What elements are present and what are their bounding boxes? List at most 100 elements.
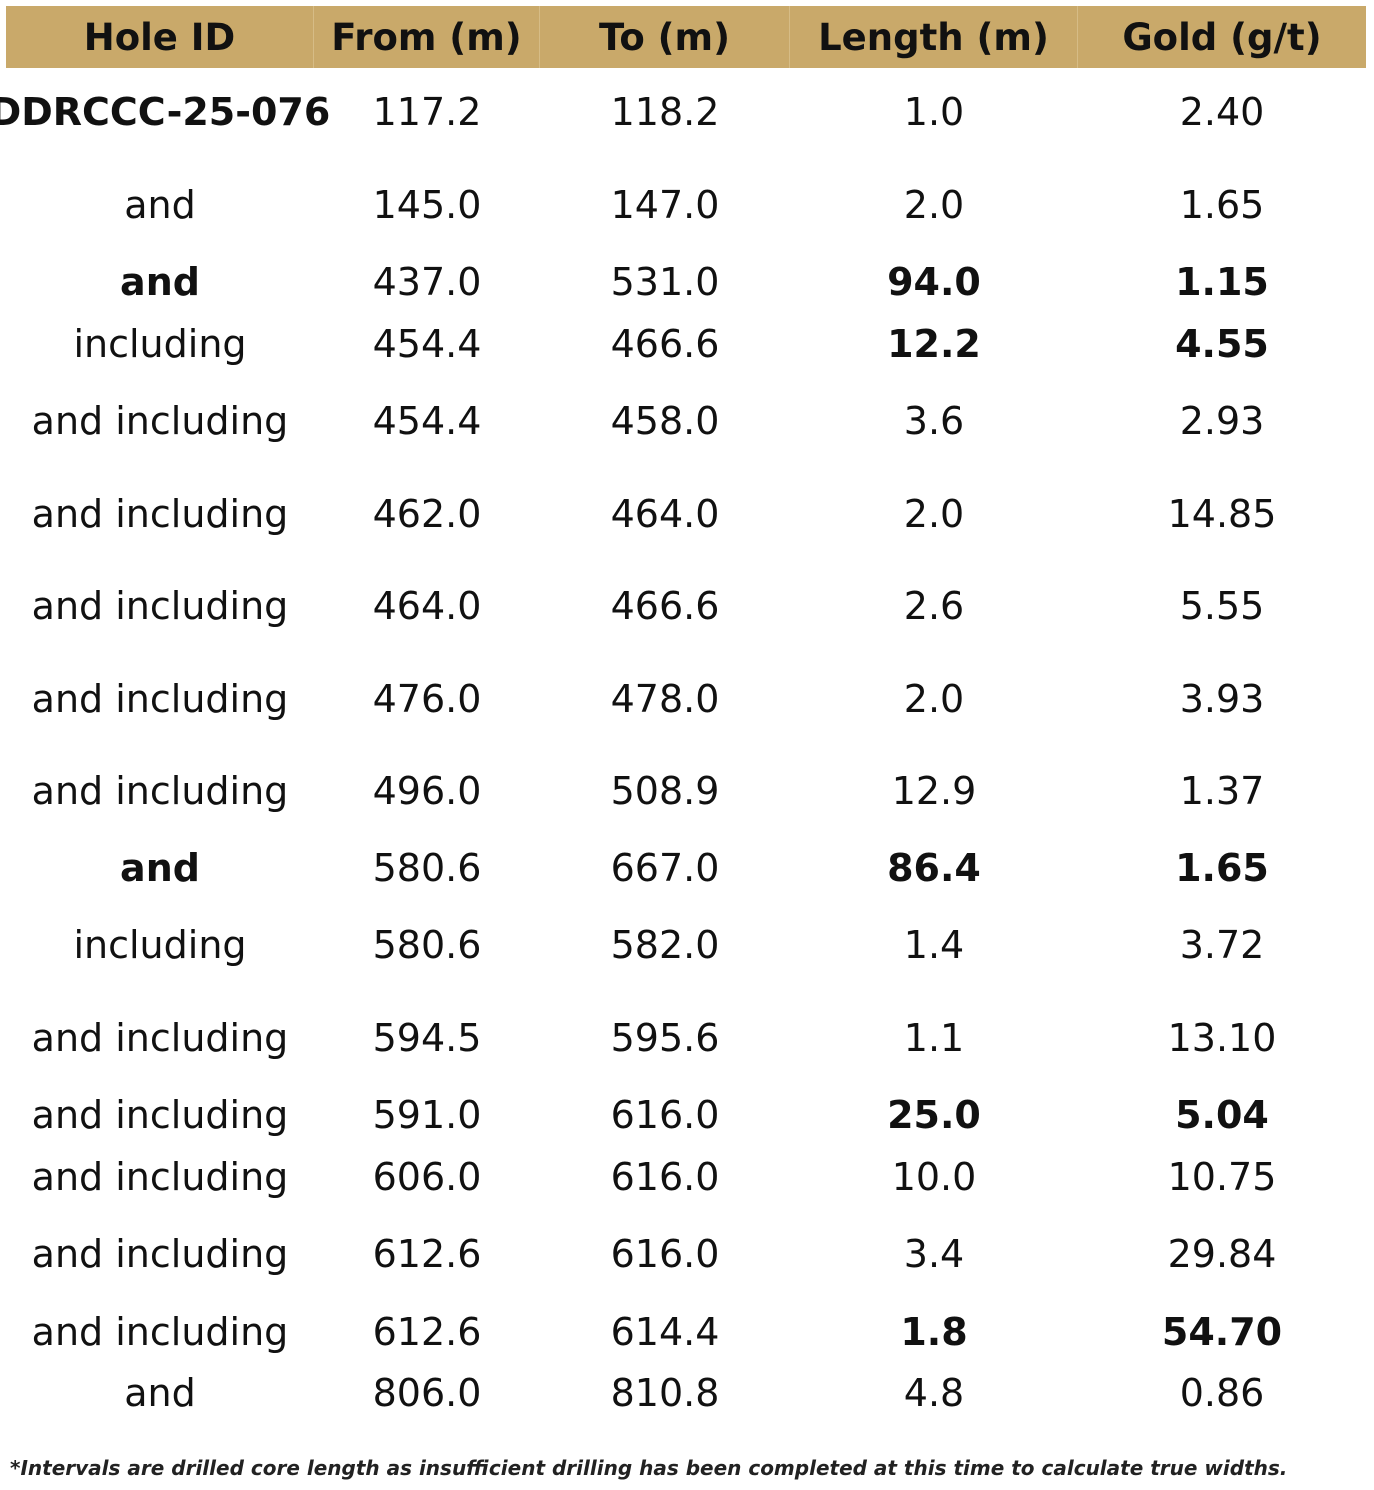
table-row: and 580.6 667.0 86.4 1.65 bbox=[6, 838, 1366, 898]
table-row: and 437.0 531.0 94.0 1.15 bbox=[6, 252, 1366, 312]
cell-from: 806.0 bbox=[372, 1371, 482, 1415]
table-row: and including 454.4 458.0 3.6 2.93 bbox=[6, 391, 1366, 451]
cell-hole-id: and including bbox=[31, 769, 289, 813]
cell-from: 594.5 bbox=[372, 1016, 482, 1060]
cell-to: 508.9 bbox=[610, 769, 720, 813]
cell-from: 606.0 bbox=[372, 1155, 482, 1199]
cell-from: 612.6 bbox=[372, 1310, 482, 1354]
cell-gold: 5.55 bbox=[1179, 584, 1265, 628]
table-row: and including 612.6 614.4 1.8 54.70 bbox=[6, 1302, 1366, 1362]
cell-from: 496.0 bbox=[372, 769, 482, 813]
cell-to: 616.0 bbox=[610, 1232, 720, 1276]
cell-to: 667.0 bbox=[610, 846, 720, 890]
cell-hole-id: including bbox=[73, 923, 247, 967]
table-row: and including 462.0 464.0 2.0 14.85 bbox=[6, 484, 1366, 544]
cell-from: 591.0 bbox=[372, 1093, 482, 1137]
cell-gold: 0.86 bbox=[1179, 1371, 1265, 1415]
cell-gold: 1.65 bbox=[1175, 846, 1269, 890]
cell-from: 437.0 bbox=[372, 260, 482, 304]
cell-from: 464.0 bbox=[372, 584, 482, 628]
table-row: and including 591.0 616.0 25.0 5.04 bbox=[6, 1085, 1366, 1145]
table-row: and including 496.0 508.9 12.9 1.37 bbox=[6, 761, 1366, 821]
table-row: including 580.6 582.0 1.4 3.72 bbox=[6, 915, 1366, 975]
table-row: and including 594.5 595.6 1.1 13.10 bbox=[6, 1008, 1366, 1068]
cell-from: 580.6 bbox=[372, 923, 482, 967]
cell-length: 3.4 bbox=[903, 1232, 965, 1276]
cell-hole-id: and including bbox=[31, 492, 289, 536]
cell-gold: 29.84 bbox=[1167, 1232, 1277, 1276]
cell-gold: 1.65 bbox=[1179, 183, 1265, 227]
cell-length: 2.0 bbox=[903, 183, 965, 227]
cell-to: 582.0 bbox=[610, 923, 720, 967]
cell-hole-id: and bbox=[124, 183, 196, 227]
table-header: Hole ID From (m) To (m) Length (m) Gold … bbox=[6, 6, 1366, 68]
table-row: and including 464.0 466.6 2.6 5.55 bbox=[6, 576, 1366, 636]
cell-length: 94.0 bbox=[887, 260, 981, 304]
table-row: and including 476.0 478.0 2.0 3.93 bbox=[6, 669, 1366, 729]
cell-hole-id: DDRCCC-25-076 bbox=[0, 90, 331, 134]
cell-hole-id: and including bbox=[31, 1093, 289, 1137]
cell-to: 466.6 bbox=[610, 584, 720, 628]
cell-to: 616.0 bbox=[610, 1093, 720, 1137]
cell-length: 86.4 bbox=[887, 846, 981, 890]
cell-to: 147.0 bbox=[610, 183, 720, 227]
cell-gold: 1.15 bbox=[1175, 260, 1269, 304]
header-gold: Gold (g/t) bbox=[1122, 15, 1322, 59]
cell-to: 595.6 bbox=[610, 1016, 720, 1060]
cell-length: 12.9 bbox=[891, 769, 977, 813]
cell-gold: 3.72 bbox=[1179, 923, 1265, 967]
cell-length: 10.0 bbox=[891, 1155, 977, 1199]
cell-to: 466.6 bbox=[610, 322, 720, 366]
cell-gold: 54.70 bbox=[1161, 1310, 1283, 1354]
cell-to: 458.0 bbox=[610, 399, 720, 443]
table-row: and including 612.6 616.0 3.4 29.84 bbox=[6, 1224, 1366, 1284]
cell-to: 478.0 bbox=[610, 677, 720, 721]
cell-hole-id: and including bbox=[31, 1016, 289, 1060]
table-row: and 806.0 810.8 4.8 0.86 bbox=[6, 1363, 1366, 1423]
cell-length: 2.0 bbox=[903, 677, 965, 721]
cell-gold: 3.93 bbox=[1179, 677, 1265, 721]
table-row: DDRCCC-25-076 117.2 118.2 1.0 2.40 bbox=[0, 82, 1366, 142]
cell-hole-id: and bbox=[120, 260, 200, 304]
cell-length: 2.0 bbox=[903, 492, 965, 536]
cell-to: 810.8 bbox=[610, 1371, 720, 1415]
cell-from: 580.6 bbox=[372, 846, 482, 890]
cell-to: 118.2 bbox=[610, 90, 720, 134]
cell-hole-id: and including bbox=[31, 1232, 289, 1276]
cell-hole-id: and including bbox=[31, 584, 289, 628]
table-row: including 454.4 466.6 12.2 4.55 bbox=[6, 314, 1366, 374]
cell-to: 464.0 bbox=[610, 492, 720, 536]
cell-hole-id: including bbox=[73, 322, 247, 366]
table-row: and 145.0 147.0 2.0 1.65 bbox=[6, 175, 1366, 235]
cell-from: 454.4 bbox=[372, 322, 482, 366]
header-length: Length (m) bbox=[790, 6, 1078, 68]
cell-hole-id: and including bbox=[31, 1310, 289, 1354]
cell-hole-id: and including bbox=[31, 1155, 289, 1199]
cell-hole-id: and bbox=[124, 1371, 196, 1415]
cell-length: 2.6 bbox=[903, 584, 965, 628]
cell-hole-id: and bbox=[120, 846, 200, 890]
cell-length: 1.4 bbox=[903, 923, 965, 967]
cell-to: 614.4 bbox=[610, 1310, 720, 1354]
cell-from: 454.4 bbox=[372, 399, 482, 443]
cell-gold: 2.40 bbox=[1179, 90, 1265, 134]
cell-to: 531.0 bbox=[610, 260, 720, 304]
cell-length: 1.0 bbox=[903, 90, 965, 134]
cell-from: 612.6 bbox=[372, 1232, 482, 1276]
cell-from: 476.0 bbox=[372, 677, 482, 721]
cell-length: 3.6 bbox=[903, 399, 965, 443]
table-row: and including 606.0 616.0 10.0 10.75 bbox=[6, 1147, 1366, 1207]
cell-gold: 2.93 bbox=[1179, 399, 1265, 443]
cell-length: 1.8 bbox=[900, 1310, 968, 1354]
cell-hole-id: and including bbox=[31, 399, 289, 443]
cell-to: 616.0 bbox=[610, 1155, 720, 1199]
cell-length: 12.2 bbox=[887, 322, 981, 366]
cell-length: 1.1 bbox=[903, 1016, 965, 1060]
cell-gold: 5.04 bbox=[1175, 1093, 1269, 1137]
cell-from: 117.2 bbox=[372, 90, 482, 134]
cell-gold: 4.55 bbox=[1175, 322, 1269, 366]
cell-from: 462.0 bbox=[372, 492, 482, 536]
footnote: *Intervals are drilled core length as in… bbox=[10, 1456, 1288, 1480]
cell-hole-id: and including bbox=[31, 677, 289, 721]
header-hole-id: Hole ID bbox=[6, 6, 314, 68]
